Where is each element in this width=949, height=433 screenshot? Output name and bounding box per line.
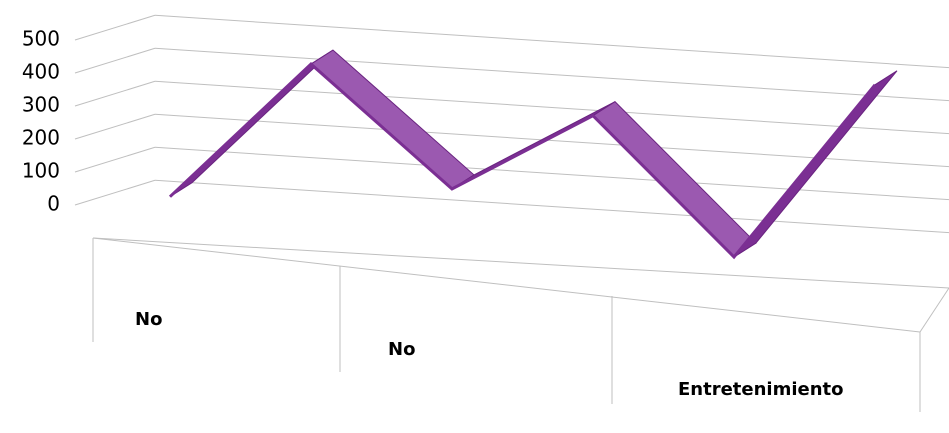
y-tick-label: 300 xyxy=(22,93,60,117)
grid-line xyxy=(74,14,156,41)
grid-line xyxy=(74,179,156,206)
grid-line xyxy=(74,47,156,74)
floor-edge xyxy=(919,287,949,333)
floor-edge xyxy=(92,237,921,333)
floor xyxy=(92,237,949,412)
grid-line xyxy=(74,146,156,173)
grid-line xyxy=(154,146,949,201)
x-tick-label: No xyxy=(135,309,162,330)
line xyxy=(168,62,877,260)
ribbon-face xyxy=(592,101,757,258)
x-tick-label: Entretenimiento xyxy=(678,379,844,400)
y-tick-label: 100 xyxy=(22,159,60,183)
x-tick-label: No xyxy=(388,339,415,360)
grid-line xyxy=(154,47,949,102)
grid-line xyxy=(154,179,949,234)
grid-line xyxy=(74,80,156,107)
y-tick-label: 500 xyxy=(22,27,60,51)
grid-line xyxy=(154,80,949,135)
floor-edge xyxy=(92,237,949,289)
ribbon-face xyxy=(310,49,475,190)
y-tick-label: 400 xyxy=(22,60,60,84)
grid-line xyxy=(74,113,156,140)
grid-line xyxy=(154,14,949,69)
y-tick-label: 200 xyxy=(22,126,60,150)
y-tick-label: 0 xyxy=(47,192,60,216)
